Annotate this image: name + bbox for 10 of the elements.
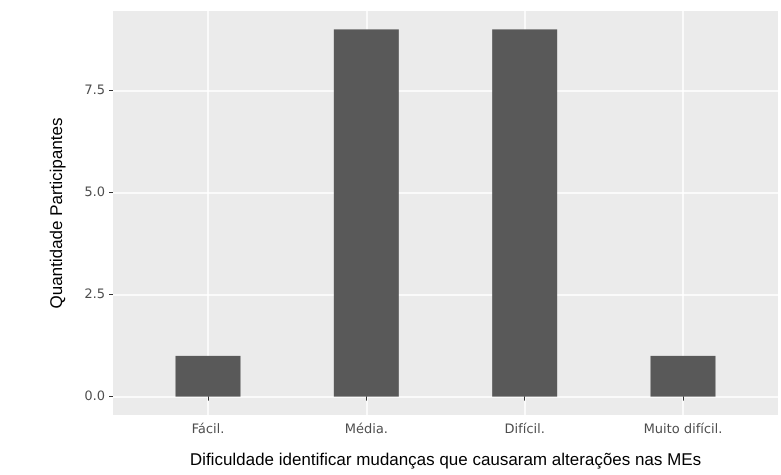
y-tick-label: 5.0 — [84, 185, 105, 200]
y-axis-title: Quantidade Participantes — [47, 118, 66, 308]
x-tick-label: Muito difícil. — [644, 422, 722, 437]
y-tick-label: 0.0 — [84, 389, 105, 404]
y-tick-label: 7.5 — [84, 83, 105, 98]
x-tick-label: Média. — [344, 422, 388, 437]
y-tick-label: 2.5 — [84, 287, 105, 302]
x-axis-title: Dificuldade identificar mudanças que causaram alterações nas MEs — [190, 450, 702, 469]
x-tick-label: Fácil. — [192, 422, 224, 437]
x-tick-label: Difícil. — [504, 422, 545, 437]
